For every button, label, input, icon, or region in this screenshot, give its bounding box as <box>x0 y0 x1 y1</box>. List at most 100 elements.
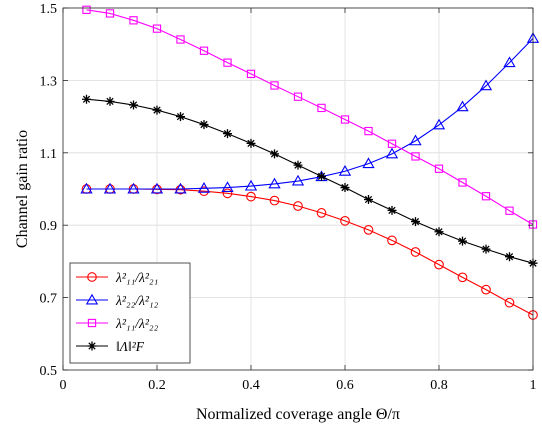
data-point <box>244 179 258 191</box>
data-point <box>481 192 491 201</box>
data-point <box>129 100 138 110</box>
data-point <box>127 182 140 194</box>
data-point <box>316 208 327 218</box>
data-point <box>505 252 514 262</box>
data-point <box>223 58 232 67</box>
data-point <box>221 181 234 193</box>
data-point <box>434 164 444 173</box>
data-point <box>387 235 397 246</box>
axis-ticks: 0 0.2 0.4 0.6 0.8 1 0.5 0.7 0.9 1.1 1.3 1.5 <box>40 2 537 393</box>
legend-label: λ²₁₁/λ²₂₂ <box>115 316 159 331</box>
data-point <box>479 79 493 91</box>
y-tick-label: 0.7 <box>40 292 58 307</box>
data-point <box>291 174 305 186</box>
data-point <box>340 216 350 226</box>
data-point <box>364 194 373 204</box>
legend-item: λ²₂₂/λ²₁₂ <box>76 293 159 308</box>
data-point <box>340 183 350 193</box>
series-line <box>86 98 534 264</box>
data-point <box>338 164 352 176</box>
legend-marker <box>87 341 97 351</box>
data-point <box>434 259 444 270</box>
data-point <box>504 297 515 308</box>
x-tick-label: 0.8 <box>430 378 448 393</box>
plot-frame <box>62 7 534 371</box>
data-point <box>387 205 397 215</box>
data-point <box>176 35 185 44</box>
data-point <box>481 244 491 254</box>
data-point <box>317 171 326 181</box>
data-point <box>199 46 209 55</box>
data-point <box>197 181 211 193</box>
series-group <box>80 5 540 320</box>
x-tick-label: 0.2 <box>148 378 166 393</box>
data-point <box>432 118 446 130</box>
data-point <box>340 115 350 124</box>
data-point <box>362 157 375 169</box>
data-point <box>410 247 421 257</box>
data-point <box>103 182 117 194</box>
data-point <box>246 138 256 148</box>
legend-marker <box>85 293 99 305</box>
legend-item: λ²₁₁/λ²₂₂ <box>76 316 159 331</box>
data-point <box>458 178 467 187</box>
y-tick-label: 1.5 <box>40 2 58 17</box>
data-point <box>199 120 209 130</box>
data-point <box>434 227 444 237</box>
x-tick-label: 0.4 <box>242 378 260 393</box>
y-tick-label: 0.5 <box>40 364 58 379</box>
data-point <box>152 24 162 33</box>
data-point <box>458 236 467 246</box>
x-axis-label: Normalized coverage angle Θ/π <box>196 406 400 423</box>
legend-marker <box>87 318 97 328</box>
data-point <box>481 284 491 295</box>
data-point <box>411 217 420 227</box>
data-point <box>175 184 186 195</box>
data-point <box>269 195 280 206</box>
y-tick-label: 1.3 <box>40 74 58 89</box>
data-point <box>174 182 187 194</box>
data-point <box>246 69 256 79</box>
data-point <box>270 149 279 159</box>
legend-marker <box>87 272 97 282</box>
data-point <box>385 147 399 159</box>
data-point <box>246 191 256 202</box>
data-point <box>293 160 303 170</box>
data-point <box>387 139 397 148</box>
data-point <box>317 103 326 113</box>
legend-label: ‖Λ‖²F <box>116 339 145 354</box>
legend-label: λ²₁₁/λ²₂₁ <box>115 270 158 285</box>
legend: λ²₁₁/λ²₂₁ λ²₂₂/λ²₁₂ λ²₁₁/λ²₂₂ ‖Λ‖²F <box>69 262 191 364</box>
series-3 <box>82 5 538 229</box>
data-point <box>152 105 162 115</box>
data-point <box>222 188 233 199</box>
data-point <box>150 182 164 194</box>
data-point <box>293 201 303 211</box>
x-tick-label: 1 <box>530 378 537 393</box>
data-point <box>363 225 374 235</box>
data-point <box>293 92 303 101</box>
data-point <box>505 206 514 215</box>
y-tick-label: 0.9 <box>40 219 58 234</box>
x-tick-label: 0.6 <box>336 378 354 393</box>
data-point <box>409 134 422 146</box>
data-point <box>268 177 281 189</box>
series-2 <box>80 32 540 194</box>
data-point <box>82 94 91 104</box>
data-point <box>456 100 469 112</box>
data-point <box>105 9 115 18</box>
legend-label: λ²₂₂/λ²₁₂ <box>115 293 159 308</box>
data-point <box>80 182 93 194</box>
data-point <box>503 56 516 68</box>
y-axis-label: Channel gain ratio <box>14 130 31 248</box>
x-tick-label: 0 <box>60 378 67 393</box>
data-point <box>270 81 279 90</box>
data-point <box>223 129 232 139</box>
series-4 <box>82 94 538 268</box>
legend-item: ‖Λ‖²F <box>76 339 145 354</box>
data-point <box>129 16 138 25</box>
data-point <box>411 152 420 161</box>
data-point <box>176 112 185 122</box>
data-point <box>457 272 468 283</box>
